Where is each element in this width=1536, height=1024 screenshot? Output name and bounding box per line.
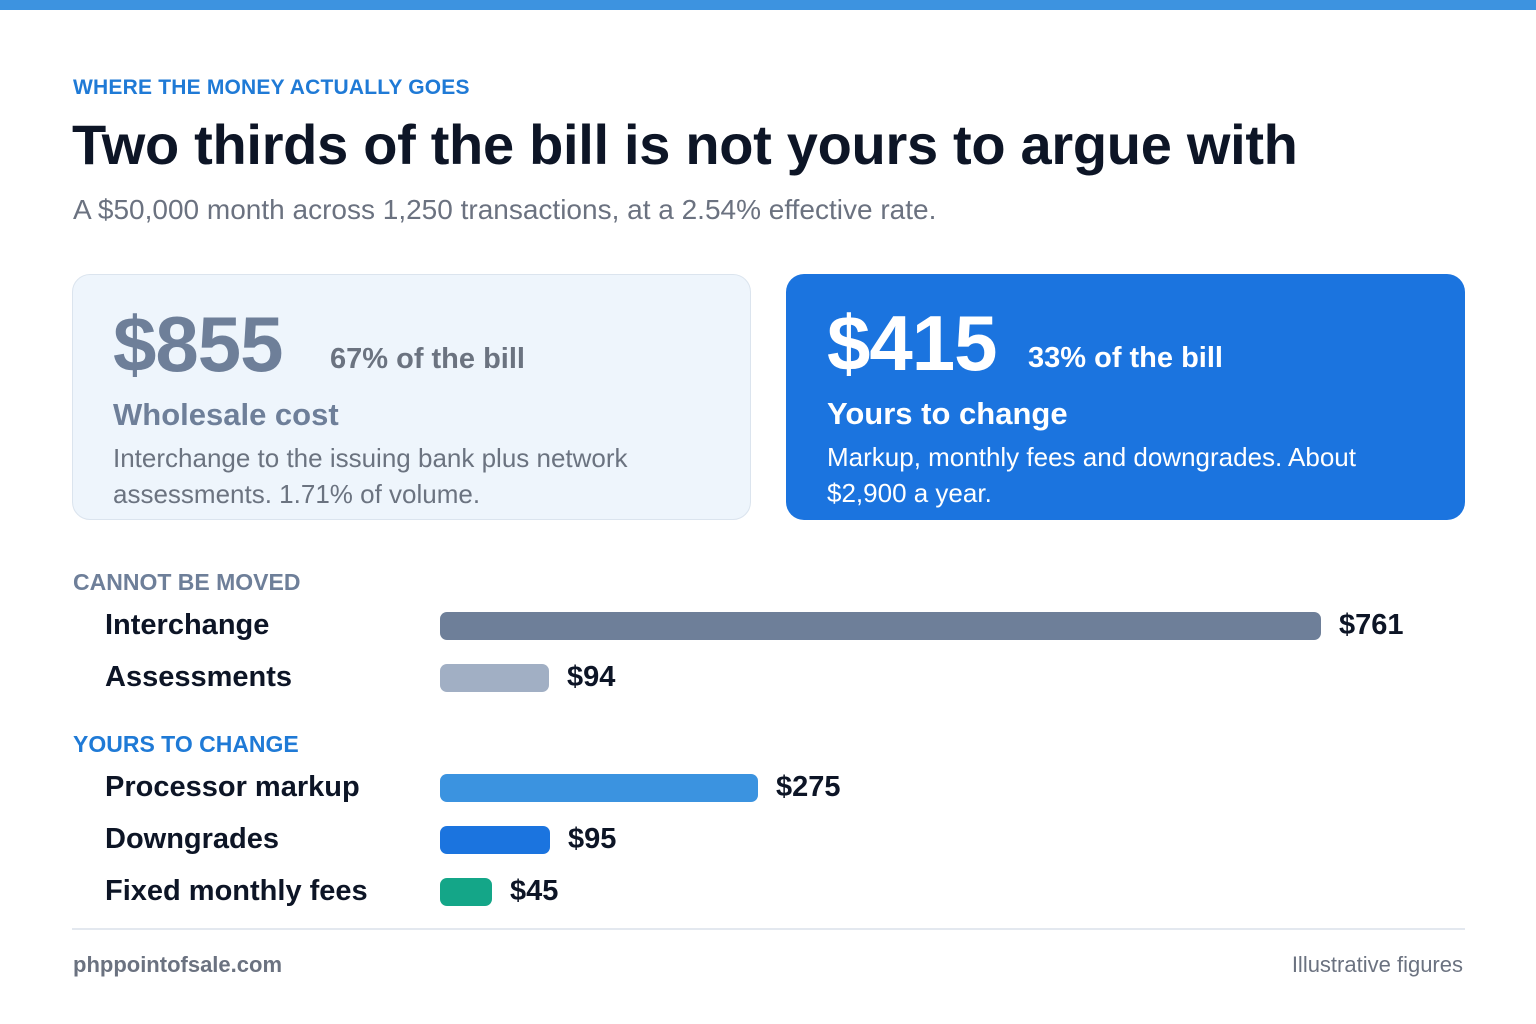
- bar-fixed-monthly-fees: [440, 878, 492, 906]
- page-subtitle: A $50,000 month across 1,250 transaction…: [73, 194, 937, 225]
- bar-value-assessments: $94: [567, 661, 616, 693]
- bar-label-processor-markup: Processor markup: [105, 771, 360, 803]
- bar-value-processor-markup: $275: [776, 771, 841, 803]
- bar-label-interchange: Interchange: [105, 609, 270, 641]
- bar-value-interchange: $761: [1339, 609, 1404, 641]
- wholesale-description: Interchange to the issuing bank plus net…: [113, 443, 628, 509]
- changeable-amount: $415: [827, 299, 998, 387]
- wholesale-share: 67% of the bill: [330, 343, 525, 375]
- changeable-share: 33% of the bill: [1028, 342, 1223, 374]
- bar-value-fixed-monthly-fees: $45: [510, 875, 559, 907]
- wholesale-label: Wholesale cost: [113, 397, 339, 432]
- footer-divider: [72, 928, 1465, 930]
- bar-downgrades: [440, 826, 550, 854]
- eyebrow-label: WHERE THE MONEY ACTUALLY GOES: [73, 76, 470, 99]
- wholesale-cost-card: $855 67% of the bill Wholesale cost Inte…: [72, 274, 751, 520]
- changeable-cost-card: $415 33% of the bill Yours to change Mar…: [786, 274, 1465, 520]
- bar-assessments: [440, 664, 549, 692]
- page-title: Two thirds of the bill is not yours to a…: [72, 113, 1298, 176]
- bar-value-downgrades: $95: [568, 823, 617, 855]
- footer-note: Illustrative figures: [1291, 952, 1463, 977]
- bar-processor-markup: [440, 774, 758, 802]
- wholesale-amount: $855: [113, 300, 284, 388]
- top-accent-bar: [0, 0, 1536, 10]
- group-title-yours-to-change: YOURS TO CHANGE: [73, 731, 299, 757]
- bar-label-downgrades: Downgrades: [105, 823, 280, 855]
- group-title-cannot-be-moved: CANNOT BE MOVED: [73, 569, 301, 595]
- bar-interchange: [440, 612, 1321, 640]
- changeable-description: Markup, monthly fees and downgrades. Abo…: [827, 442, 1356, 508]
- footer-site: phppointofsale.com: [73, 952, 282, 977]
- bar-label-assessments: Assessments: [105, 661, 292, 693]
- bar-label-fixed-monthly-fees: Fixed monthly fees: [105, 875, 368, 907]
- changeable-label: Yours to change: [827, 396, 1068, 431]
